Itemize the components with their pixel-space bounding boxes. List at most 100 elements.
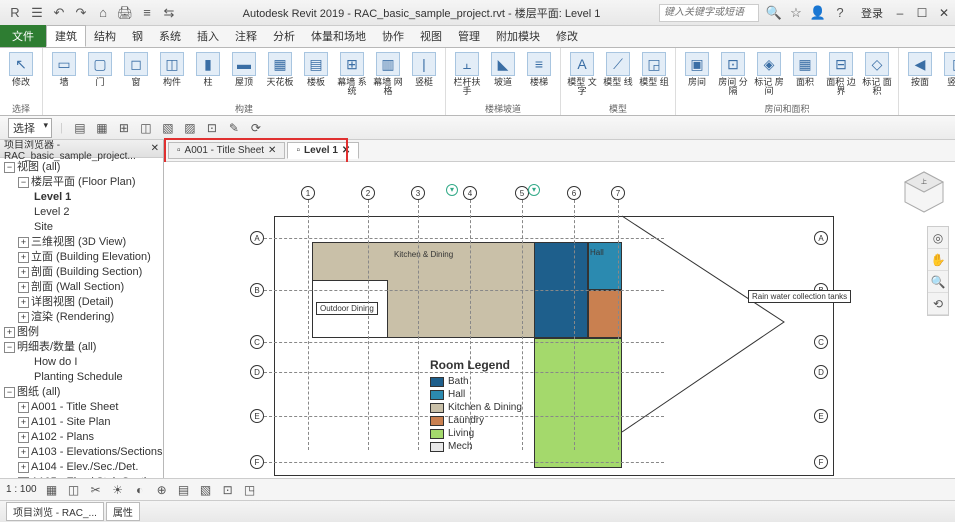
ribbon-tab[interactable]: 系统 [151, 25, 189, 47]
status-tab[interactable]: 项目浏览 - RAC_... [6, 502, 104, 521]
ribbon-button[interactable]: ◀按面 [903, 50, 937, 89]
nav-bar[interactable]: ◎ ✋ 🔍 ⟲ [927, 226, 949, 316]
ribbon-tab[interactable]: 建筑 [46, 25, 86, 47]
window-button[interactable]: ✕ [933, 4, 955, 22]
ribbon-button[interactable]: ◻窗 [119, 50, 153, 89]
ribbon-button[interactable]: ⊟面积 边界 [824, 50, 858, 98]
qat-button[interactable]: ⇆ [160, 4, 178, 22]
ribbon-button[interactable]: ◲模型 组 [637, 50, 671, 89]
tree-expander-icon[interactable]: + [18, 237, 29, 248]
toolbar-icon[interactable]: ▧ [159, 119, 177, 137]
qat-button[interactable]: ↶ [50, 4, 68, 22]
ribbon-button[interactable]: ⫠栏杆扶手 [450, 50, 484, 98]
qat-button[interactable]: R [6, 4, 24, 22]
tree-expander-icon[interactable]: − [18, 177, 29, 188]
qat-button[interactable]: 🖨 [116, 4, 134, 22]
tree-expander-icon[interactable]: + [18, 432, 29, 443]
ribbon-button[interactable]: ▭墙 [47, 50, 81, 89]
ribbon-button[interactable]: ▦天花板 [263, 50, 297, 89]
tree-node[interactable]: −明细表/数量 (all) [0, 340, 163, 355]
tree-expander-icon[interactable]: + [18, 252, 29, 263]
ribbon-tab[interactable]: 视图 [412, 25, 450, 47]
ribbon-tab[interactable]: 体量和场地 [303, 25, 374, 47]
tree-expander-icon[interactable]: + [18, 282, 29, 293]
ribbon-button[interactable]: ≡楼梯 [522, 50, 556, 89]
nav-zoom-icon[interactable]: 🔍 [928, 271, 948, 293]
tree-expander-icon[interactable]: + [18, 312, 29, 323]
toolbar-icon[interactable]: ▤ [71, 119, 89, 137]
tree-node[interactable]: How do I [0, 355, 163, 370]
document-tab[interactable]: ▫A001 - Title Sheet✕ [168, 142, 285, 159]
nav-pan-icon[interactable]: ✋ [928, 249, 948, 271]
toolbar-icon[interactable]: ⟳ [247, 119, 265, 137]
tree-node[interactable]: +详图视图 (Detail) [0, 295, 163, 310]
tree-expander-icon[interactable]: + [18, 447, 29, 458]
doc-tab-close-icon[interactable]: ✕ [342, 145, 350, 156]
ribbon-tab[interactable]: 钢 [124, 25, 151, 47]
view-scale[interactable]: 1 : 100 [6, 484, 37, 495]
title-icon[interactable]: 👤 [809, 4, 827, 22]
toolbar-icon[interactable]: ⊡ [203, 119, 221, 137]
tree-node[interactable]: +A101 - Site Plan [0, 415, 163, 430]
ribbon-button[interactable]: ◇标记 面积 [860, 50, 894, 98]
ribbon-button[interactable]: ▥幕墙 网格 [371, 50, 405, 98]
ribbon-tab[interactable]: 分析 [265, 25, 303, 47]
ribbon-button[interactable]: A模型 文字 [565, 50, 599, 98]
tree-node[interactable]: Site [0, 220, 163, 235]
ribbon-button[interactable]: ▦面积 [788, 50, 822, 89]
window-button[interactable]: ☐ [911, 4, 933, 22]
qat-button[interactable]: ☰ [28, 4, 46, 22]
viewctrl-icon[interactable]: ▧ [197, 481, 215, 499]
nav-wheel-icon[interactable]: ◎ [928, 227, 948, 249]
ribbon-button[interactable]: ▬屋顶 [227, 50, 261, 89]
tree-expander-icon[interactable]: + [18, 297, 29, 308]
toolbar-icon[interactable]: ⊞ [115, 119, 133, 137]
viewctrl-icon[interactable]: ▤ [175, 481, 193, 499]
tree-node[interactable]: +A103 - Elevations/Sections [0, 445, 163, 460]
tree-node[interactable]: Planting Schedule [0, 370, 163, 385]
ribbon-button[interactable]: ▤楼板 [299, 50, 333, 89]
ribbon-button[interactable]: ▮柱 [191, 50, 225, 89]
tree-node[interactable]: +立面 (Building Elevation) [0, 250, 163, 265]
toolbar-icon[interactable]: ◫ [137, 119, 155, 137]
tree-expander-icon[interactable]: + [18, 402, 29, 413]
tree-expander-icon[interactable]: + [4, 327, 15, 338]
ribbon-tab[interactable]: 管理 [450, 25, 488, 47]
tree-node[interactable]: +剖面 (Wall Section) [0, 280, 163, 295]
ribbon-button[interactable]: ↖修改 [4, 50, 38, 89]
viewctrl-icon[interactable]: ◳ [241, 481, 259, 499]
tree-expander-icon[interactable]: + [18, 417, 29, 428]
toolbar-icon[interactable]: ▨ [181, 119, 199, 137]
viewctrl-icon[interactable]: ⊡ [219, 481, 237, 499]
viewctrl-icon[interactable]: ▦ [43, 481, 61, 499]
tree-node[interactable]: +渲染 (Rendering) [0, 310, 163, 325]
tree-expander-icon[interactable]: + [18, 267, 29, 278]
ribbon-tab[interactable]: 插入 [189, 25, 227, 47]
tree-node[interactable]: −楼层平面 (Floor Plan) [0, 175, 163, 190]
tree-expander-icon[interactable]: + [18, 477, 29, 478]
ribbon-tab[interactable]: 协作 [374, 25, 412, 47]
browser-tree[interactable]: −视图 (all)−楼层平面 (Floor Plan)Level 1Level … [0, 158, 163, 478]
tree-node[interactable]: Level 1 [0, 190, 163, 205]
ribbon-button[interactable]: ◫构件 [155, 50, 189, 89]
viewctrl-icon[interactable]: ☀ [109, 481, 127, 499]
ribbon-button[interactable]: |竖梃 [407, 50, 441, 89]
viewctrl-icon[interactable]: ◫ [65, 481, 83, 499]
status-tab[interactable]: 属性 [106, 502, 140, 521]
browser-close-icon[interactable]: ✕ [151, 143, 159, 154]
tree-node[interactable]: Level 2 [0, 205, 163, 220]
tree-node[interactable]: +A102 - Plans [0, 430, 163, 445]
toolbar-icon[interactable]: ✎ [225, 119, 243, 137]
ribbon-button[interactable]: ▯竖井 [939, 50, 955, 89]
search-input[interactable] [659, 4, 759, 22]
file-tab[interactable]: 文件 [0, 25, 46, 47]
tree-node[interactable]: +A104 - Elev./Sec./Det. [0, 460, 163, 475]
window-button[interactable]: – [889, 4, 911, 22]
viewctrl-icon[interactable]: ✂ [87, 481, 105, 499]
qat-button[interactable]: ≡ [138, 4, 156, 22]
ribbon-tab[interactable]: 注释 [227, 25, 265, 47]
ribbon-button[interactable]: ⟋模型 线 [601, 50, 635, 89]
tree-expander-icon[interactable]: − [4, 342, 15, 353]
nav-orbit-icon[interactable]: ⟲ [928, 293, 948, 315]
ribbon-button[interactable]: ⊡房间 分隔 [716, 50, 750, 98]
